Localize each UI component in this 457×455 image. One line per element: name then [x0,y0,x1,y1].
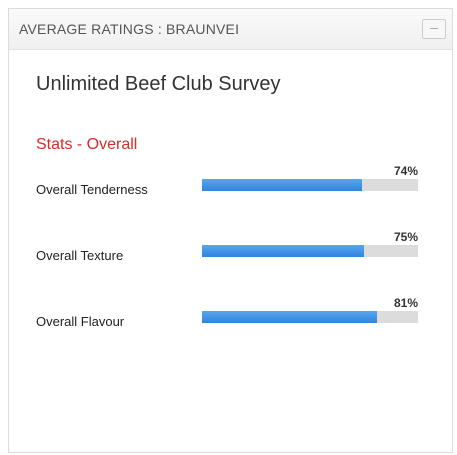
stat-row: Overall Tenderness 74% [9,164,454,204]
progress-bar [202,245,364,257]
stat-value-label: 75% [393,230,418,244]
panel-title: AVERAGE RATINGS : BRAUNVEI [19,21,240,37]
panel-header: AVERAGE RATINGS : BRAUNVEI [9,9,452,50]
survey-title: Unlimited Beef Club Survey [36,73,281,95]
stat-label: Overall Flavour [36,314,125,329]
stat-row: Overall Texture 75% [9,230,454,270]
section-title: Stats - Overall [36,136,138,153]
progress-bar [202,179,362,191]
minimize-button[interactable] [422,19,446,39]
stat-row: Overall Flavour 81% [9,296,454,336]
stat-value-label: 81% [393,296,418,310]
stat-label: Overall Texture [36,248,124,263]
ratings-panel: AVERAGE RATINGS : BRAUNVEI Unlimited Bee… [8,8,453,453]
progress-track [202,245,418,257]
progress-track [202,179,418,191]
progress-bar [202,311,377,323]
stat-label: Overall Tenderness [36,182,148,197]
progress-track [202,311,418,323]
stat-value-label: 74% [393,164,418,178]
